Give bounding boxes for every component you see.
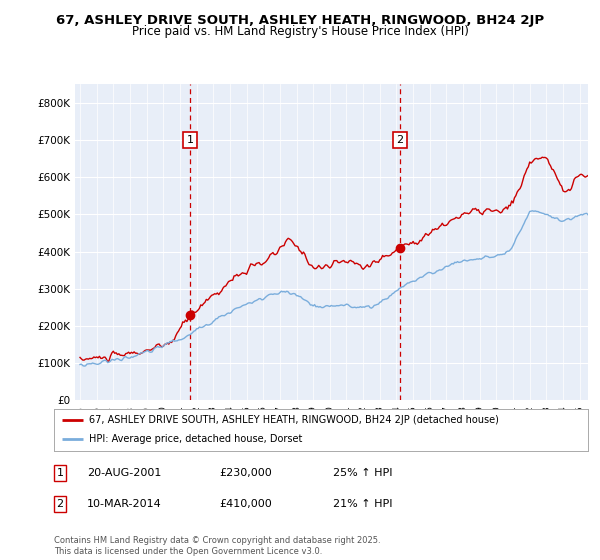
Text: 21% ↑ HPI: 21% ↑ HPI	[333, 499, 392, 509]
Text: 20-AUG-2001: 20-AUG-2001	[87, 468, 161, 478]
Text: 2: 2	[396, 135, 403, 145]
Text: 1: 1	[187, 135, 194, 145]
Text: £230,000: £230,000	[219, 468, 272, 478]
Text: Contains HM Land Registry data © Crown copyright and database right 2025.
This d: Contains HM Land Registry data © Crown c…	[54, 536, 380, 556]
Text: 67, ASHLEY DRIVE SOUTH, ASHLEY HEATH, RINGWOOD, BH24 2JP (detached house): 67, ASHLEY DRIVE SOUTH, ASHLEY HEATH, RI…	[89, 415, 499, 425]
Text: 10-MAR-2014: 10-MAR-2014	[87, 499, 162, 509]
Text: 2: 2	[56, 499, 64, 509]
Text: £410,000: £410,000	[219, 499, 272, 509]
Text: Price paid vs. HM Land Registry's House Price Index (HPI): Price paid vs. HM Land Registry's House …	[131, 25, 469, 38]
Text: HPI: Average price, detached house, Dorset: HPI: Average price, detached house, Dors…	[89, 435, 302, 445]
Text: 25% ↑ HPI: 25% ↑ HPI	[333, 468, 392, 478]
Text: 67, ASHLEY DRIVE SOUTH, ASHLEY HEATH, RINGWOOD, BH24 2JP: 67, ASHLEY DRIVE SOUTH, ASHLEY HEATH, RI…	[56, 14, 544, 27]
Text: 1: 1	[56, 468, 64, 478]
